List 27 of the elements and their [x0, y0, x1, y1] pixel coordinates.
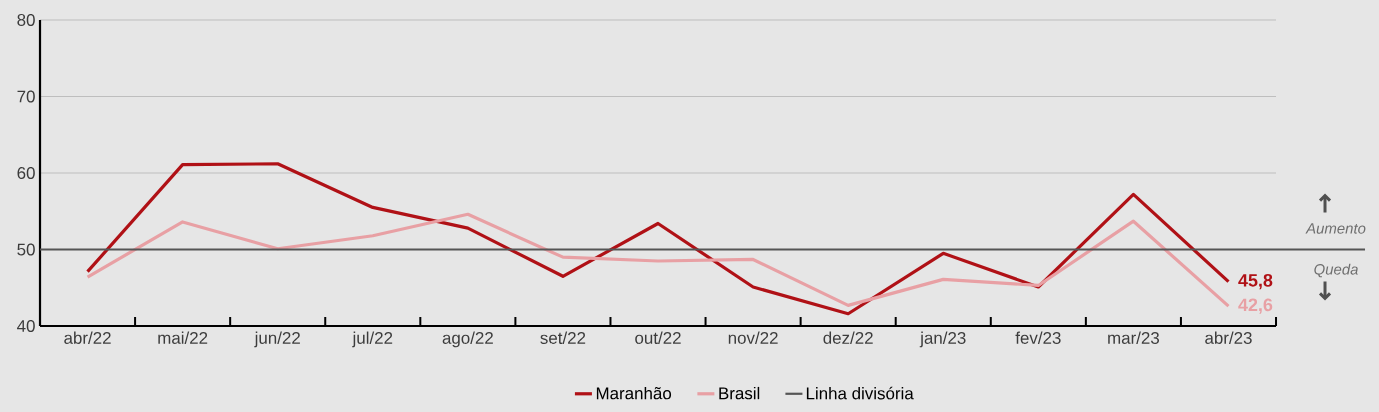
x-tick-label: fev/23 — [1015, 331, 1061, 344]
data-label: 45,8 — [1238, 273, 1273, 290]
y-tick-label: 50 — [17, 243, 35, 256]
text: Queda — [1314, 263, 1358, 278]
x-tick-label: ago/22 — [442, 331, 493, 348]
x-tick-label: set/22 — [540, 331, 586, 344]
x-tick-label: mai/22 — [158, 331, 208, 344]
x-tick-label: abr/23 — [1205, 331, 1252, 344]
x-tick-label: jun/22 — [254, 331, 300, 348]
y-tick-label: 40 — [17, 320, 35, 332]
x-tick-label: jul/22 — [352, 331, 393, 348]
data-label: 42,6 — [1238, 298, 1273, 314]
legend-label: Maranhão — [596, 386, 672, 400]
legend-label: Linha divisória — [806, 386, 914, 400]
y-tick-label: 60 — [17, 167, 35, 179]
x-tick-label: abr/22 — [64, 331, 111, 344]
legend-label: Brasil — [719, 386, 760, 400]
text: Aumento — [1305, 223, 1366, 234]
x-tick-label: dez/22 — [823, 331, 873, 344]
line-series — [85, 162, 1231, 316]
x-tick-label: nov/22 — [728, 331, 778, 344]
x-tick-label: mar/23 — [1108, 331, 1160, 344]
y-tick-label: 80 — [17, 14, 35, 26]
y-tick-label: 70 — [17, 90, 35, 103]
line-series — [85, 212, 1231, 308]
x-tick-label: jan/23 — [919, 331, 966, 348]
x-tick-label: out/22 — [635, 331, 681, 344]
